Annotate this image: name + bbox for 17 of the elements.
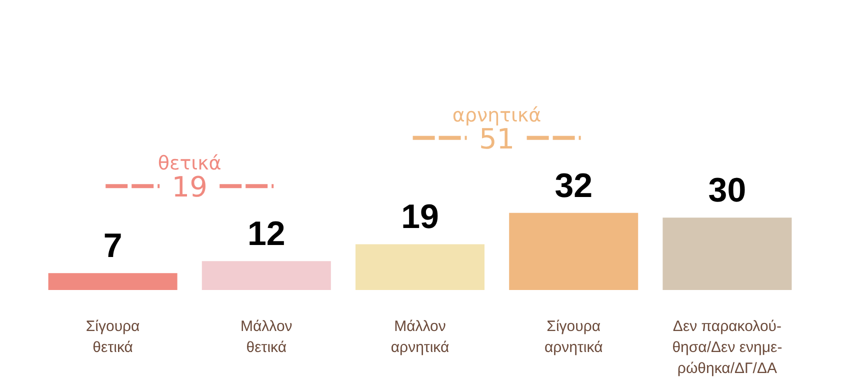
data-label: 12 [247,215,286,254]
data-label: 7 [103,227,122,266]
data-label: 19 [401,198,439,236]
text: αρνητικά 51 [452,104,542,156]
data-label: 30 [708,172,746,210]
x-tick-label: Μάλλον θετικά [240,318,292,356]
x-tick-label: Σίγουρα αρνητικά [544,318,604,356]
data-label: 32 [554,166,593,205]
x-tick-label: Σίγουρα θετικά [86,318,140,356]
bar [662,218,792,290]
bar [355,244,485,290]
x-tick-label: Δεν παρακολού- θησα/Δεν ενημε- ρώθηκα/ΔΓ/ΔΑ [672,318,782,377]
text: θετικά 19 [158,152,222,204]
bar [48,273,178,290]
x-tick-label: Μάλλον αρνητικά [390,318,450,356]
bar [202,261,331,290]
bar [509,212,638,290]
